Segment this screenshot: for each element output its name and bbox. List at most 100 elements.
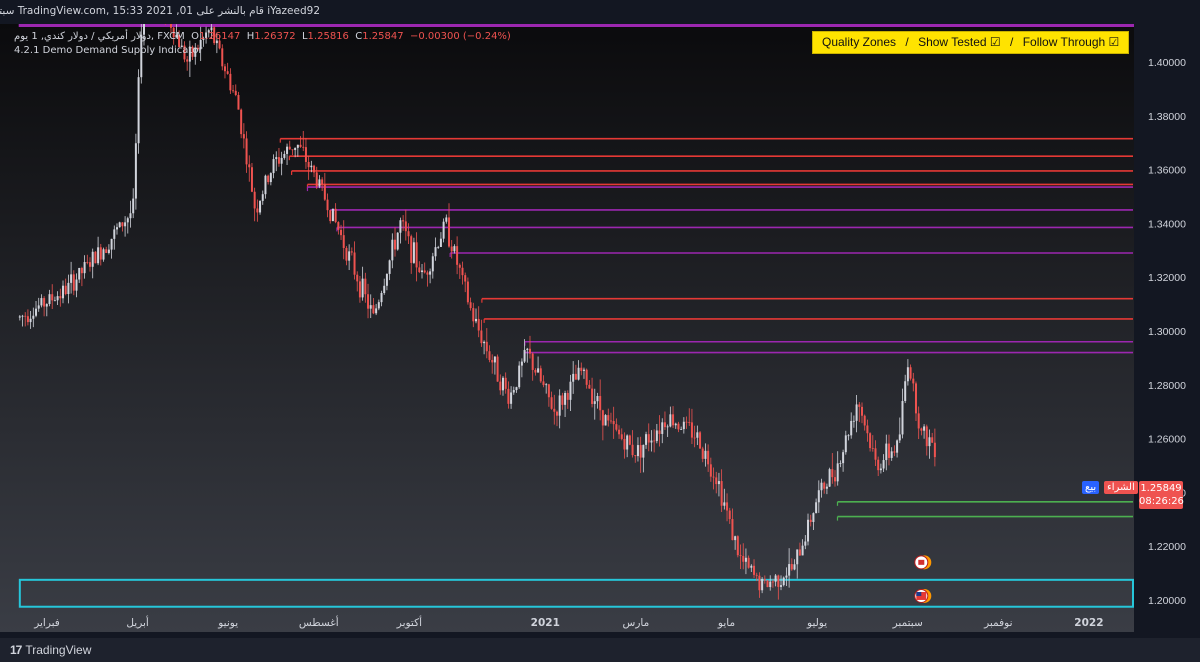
- price-chart[interactable]: 1.200001.220001.240001.260001.280001.300…: [0, 24, 1200, 638]
- candle-body: [820, 482, 823, 491]
- candle-body: [704, 450, 707, 459]
- candle-body: [183, 45, 186, 60]
- candle-body: [466, 281, 469, 303]
- candle-body: [674, 423, 677, 426]
- candle-body: [275, 157, 278, 160]
- candle-body: [334, 208, 337, 223]
- candle-body: [134, 143, 137, 199]
- tradingview-logo-icon: 17: [10, 643, 22, 657]
- candle-body: [736, 536, 739, 556]
- candle-body: [56, 296, 59, 301]
- candle-body: [831, 469, 834, 478]
- candle-body: [277, 157, 280, 164]
- candle-body: [739, 555, 742, 556]
- show-tested-label: Show Tested ☑: [918, 35, 1001, 49]
- candle-body: [712, 476, 715, 478]
- candle-body: [906, 367, 909, 382]
- candle-body: [178, 34, 181, 48]
- candle-body: [690, 422, 693, 438]
- candle-body: [286, 146, 289, 154]
- candle-body: [97, 247, 100, 264]
- candle-body: [896, 440, 899, 453]
- candle-body: [572, 373, 575, 382]
- candle-body: [142, 24, 145, 35]
- candle-body: [699, 432, 702, 449]
- candle-body: [909, 367, 912, 379]
- candle-body: [102, 249, 105, 260]
- candle-body: [577, 367, 580, 380]
- candle-body: [259, 200, 262, 213]
- quality-zones-label: Quality Zones: [822, 35, 897, 49]
- candle-body: [834, 477, 837, 482]
- candle-body: [715, 477, 718, 485]
- candle-body: [26, 316, 29, 323]
- candle-body: [342, 235, 345, 248]
- candle-body: [388, 260, 391, 274]
- tradingview-logo[interactable]: 17 TradingView: [10, 643, 91, 657]
- price-tick-label: 1.38000: [1148, 111, 1186, 123]
- candle-body: [655, 430, 658, 442]
- candle-body: [850, 420, 853, 436]
- candle-body: [62, 285, 65, 299]
- buy-button[interactable]: الشراء: [1104, 481, 1138, 494]
- separator: /: [1010, 35, 1014, 49]
- candle-body: [188, 46, 191, 62]
- time-tick-label: فبراير: [33, 617, 60, 629]
- candle-body: [601, 410, 604, 426]
- candle-body: [337, 222, 340, 230]
- candle-body: [423, 270, 426, 273]
- candle-body: [304, 147, 307, 162]
- candle-body: [677, 423, 680, 430]
- candle-body: [855, 404, 858, 421]
- candle-body: [815, 502, 818, 514]
- high-label: H: [246, 31, 255, 42]
- candle-body: [680, 429, 683, 430]
- candle-body: [566, 392, 569, 400]
- candle-body: [531, 353, 534, 370]
- candle-body: [267, 175, 270, 183]
- candle-body: [755, 574, 758, 576]
- zones-layer: [18, 24, 1135, 608]
- candle-body: [345, 247, 348, 261]
- candle-body: [696, 432, 699, 438]
- time-tick-label: أغسطس: [299, 615, 339, 629]
- candle-body: [175, 34, 178, 38]
- candle-body: [48, 294, 51, 305]
- candle-body: [89, 262, 92, 267]
- candle-body: [24, 315, 27, 317]
- candle-body: [750, 565, 753, 568]
- candle-body: [539, 368, 542, 382]
- candle-body: [744, 557, 747, 562]
- candle-body: [528, 348, 531, 354]
- candle-body: [410, 236, 413, 263]
- symbol-label[interactable]: دولار أمريكي / دولار كندي, 1 يوم, FXCM: [14, 31, 185, 42]
- indicator-name[interactable]: 4.2.1 Demo Demand Supply Indicator: [14, 45, 203, 56]
- candle-body: [515, 387, 518, 391]
- candle-body: [761, 579, 764, 591]
- candle-body: [196, 47, 199, 50]
- candle-body: [59, 296, 62, 299]
- candle-body: [553, 408, 556, 412]
- candle-body: [747, 557, 750, 568]
- candle-body: [931, 437, 934, 443]
- candle-body: [599, 396, 602, 411]
- candle-body: [218, 40, 221, 49]
- candle-body: [113, 229, 116, 239]
- candle-body: [356, 274, 359, 282]
- candle-body: [431, 256, 434, 272]
- candle-body: [280, 157, 283, 164]
- candle-body: [879, 468, 882, 471]
- candle-body: [35, 308, 38, 316]
- candle-body: [137, 77, 140, 144]
- candle-body: [118, 222, 121, 228]
- candle-body: [348, 251, 351, 261]
- candle-body: [402, 220, 405, 222]
- candle-body: [369, 305, 372, 309]
- price-tick-label: 1.20000: [1148, 595, 1186, 607]
- sell-button[interactable]: بيع: [1082, 481, 1100, 494]
- candle-body: [126, 218, 129, 223]
- candle-body: [272, 159, 275, 174]
- time-tick-label: يوليو: [806, 617, 827, 629]
- candle-body: [64, 285, 67, 295]
- candle-body: [80, 267, 83, 274]
